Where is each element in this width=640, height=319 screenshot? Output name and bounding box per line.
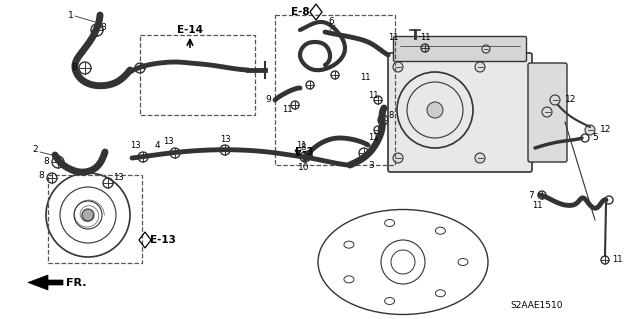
Text: 13: 13: [220, 136, 230, 145]
FancyBboxPatch shape: [528, 63, 567, 162]
Circle shape: [542, 107, 552, 117]
Text: 8: 8: [43, 158, 49, 167]
Text: 8: 8: [100, 24, 106, 33]
Text: 3: 3: [368, 160, 374, 169]
Text: 11: 11: [282, 106, 292, 115]
Circle shape: [482, 45, 490, 53]
Circle shape: [475, 62, 485, 72]
Text: 11: 11: [532, 201, 543, 210]
Text: 9: 9: [265, 95, 271, 105]
Text: 4: 4: [155, 140, 161, 150]
Text: 11: 11: [296, 140, 307, 150]
Text: E-14: E-14: [177, 25, 203, 35]
Text: 1: 1: [68, 11, 74, 19]
Circle shape: [393, 62, 403, 72]
Text: 11: 11: [612, 256, 623, 264]
Circle shape: [82, 209, 94, 221]
Text: 8: 8: [388, 110, 394, 120]
Text: E-3: E-3: [295, 147, 314, 157]
Text: 13: 13: [113, 174, 124, 182]
Text: 12: 12: [565, 95, 577, 105]
Circle shape: [427, 102, 443, 118]
Text: 13: 13: [163, 137, 173, 146]
FancyBboxPatch shape: [388, 53, 532, 172]
Text: 6: 6: [328, 18, 333, 26]
Text: 8: 8: [300, 143, 305, 152]
Text: 10: 10: [298, 164, 310, 173]
Text: 11: 11: [388, 33, 399, 42]
Text: 7: 7: [528, 190, 534, 199]
Text: 12: 12: [600, 125, 611, 135]
Polygon shape: [28, 275, 63, 290]
Text: 13: 13: [130, 140, 141, 150]
Bar: [48, 175, 142, 263]
Circle shape: [550, 95, 560, 105]
Text: 11: 11: [368, 133, 378, 143]
Text: 11: 11: [368, 91, 378, 100]
Text: 5: 5: [592, 133, 598, 143]
Text: 8: 8: [38, 170, 44, 180]
Circle shape: [475, 153, 485, 163]
Text: E-8: E-8: [291, 7, 310, 17]
Text: S2AAE1510: S2AAE1510: [510, 300, 563, 309]
Circle shape: [393, 153, 403, 163]
Text: E-13: E-13: [150, 235, 176, 245]
Bar: [140, 35, 255, 115]
Text: 2: 2: [32, 145, 38, 154]
Text: FR.: FR.: [66, 278, 86, 288]
Text: 8: 8: [71, 63, 77, 72]
Text: 11: 11: [420, 33, 431, 42]
Bar: [275, 15, 395, 165]
Text: 11: 11: [360, 73, 371, 83]
FancyBboxPatch shape: [394, 36, 527, 62]
Circle shape: [585, 125, 595, 135]
